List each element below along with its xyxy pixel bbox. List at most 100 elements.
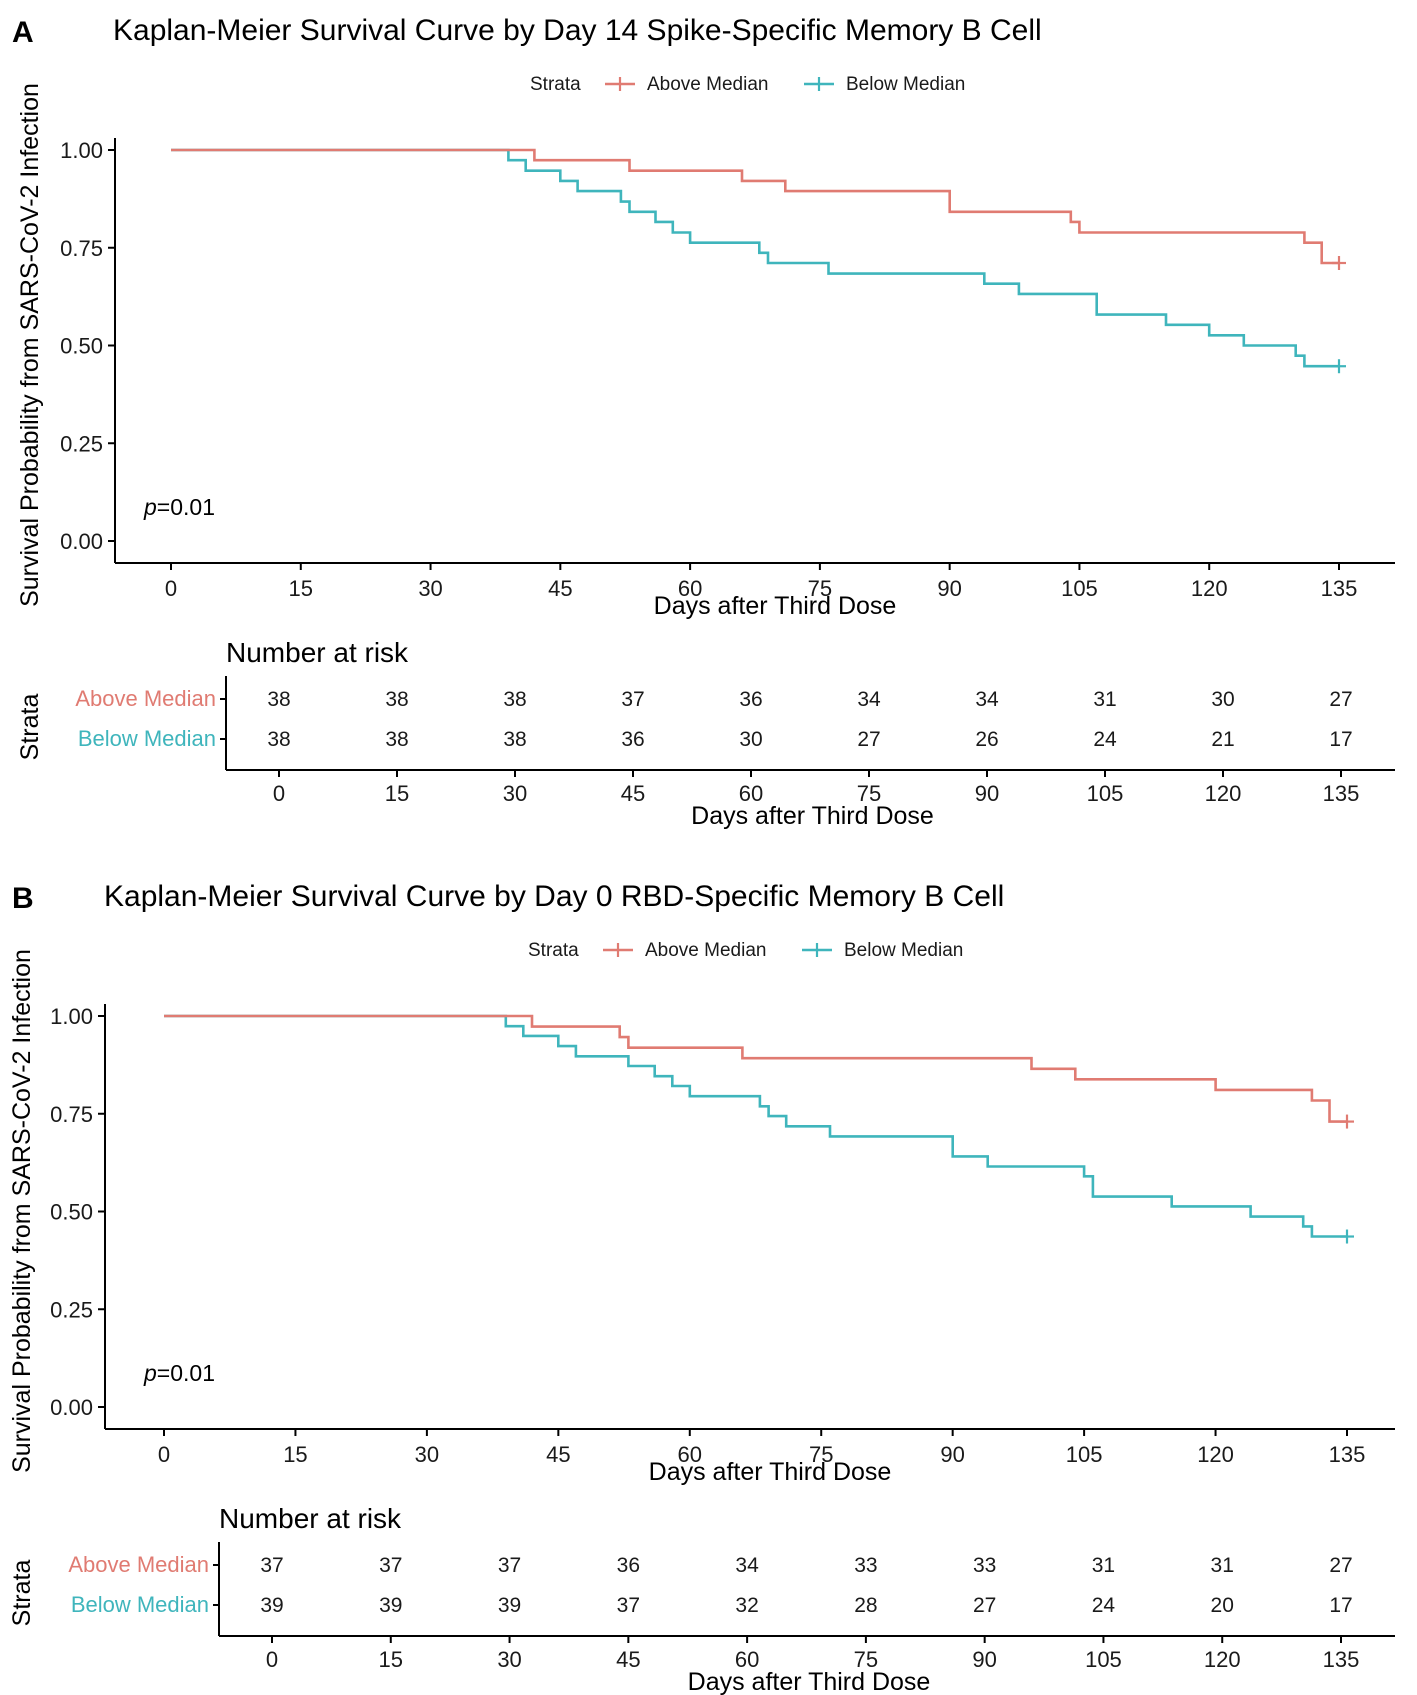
risk-x-tick-label: 15 xyxy=(385,781,409,806)
legend-label: Above Median xyxy=(645,940,766,961)
risk-x-tick-label: 90 xyxy=(975,781,999,806)
panel-b: B Kaplan-Meier Survival Curve by Day 0 RB… xyxy=(8,880,1395,1695)
x-tick-label: 90 xyxy=(937,576,961,601)
risk-count: 38 xyxy=(385,728,408,751)
p-value-symbol: p xyxy=(143,494,157,520)
risk-count: 31 xyxy=(1092,1554,1115,1577)
x-tick-label: 15 xyxy=(283,1442,307,1467)
risk-x-tick-label: 135 xyxy=(1323,1647,1360,1672)
risk-count: 24 xyxy=(1093,728,1117,751)
risk-count: 36 xyxy=(621,728,644,751)
legend-label: Below Median xyxy=(844,940,963,961)
y-tick-label: 0.50 xyxy=(60,334,103,359)
risk-count: 37 xyxy=(379,1554,402,1577)
risk-strata-label: Above Median xyxy=(75,686,216,711)
risk-count: 21 xyxy=(1211,728,1234,751)
x-tick-label: 30 xyxy=(415,1442,439,1467)
x-tick-label: 60 xyxy=(678,1442,702,1467)
risk-count: 31 xyxy=(1211,1554,1234,1577)
risk-count: 33 xyxy=(973,1554,996,1577)
legend-label: Below Median xyxy=(846,74,965,95)
risk-count: 27 xyxy=(1329,1554,1352,1577)
risk-count: 39 xyxy=(498,1594,521,1617)
p-value-number: =0.01 xyxy=(157,494,215,520)
x-tick-label: 15 xyxy=(289,576,313,601)
x-tick-label: 0 xyxy=(165,576,177,601)
x-tick-label: 105 xyxy=(1066,1442,1103,1467)
risk-count: 27 xyxy=(973,1594,996,1617)
legend-title: Strata xyxy=(530,74,581,95)
x-axis-title: Days after Third Dose xyxy=(649,1458,892,1486)
risk-x-tick-label: 0 xyxy=(266,1647,278,1672)
panel-label: A xyxy=(12,16,34,49)
risk-count: 33 xyxy=(854,1554,877,1577)
risk-x-tick-label: 105 xyxy=(1087,781,1124,806)
y-tick-label: 0.50 xyxy=(50,1200,93,1225)
x-tick-label: 0 xyxy=(158,1442,170,1467)
legend-label: Above Median xyxy=(647,74,768,95)
x-tick-label: 120 xyxy=(1191,576,1228,601)
risk-x-tick-label: 60 xyxy=(735,1647,759,1672)
risk-x-axis-title: Days after Third Dose xyxy=(691,802,934,830)
risk-count: 17 xyxy=(1329,1594,1352,1617)
risk-x-tick-label: 30 xyxy=(497,1647,521,1672)
risk-count: 30 xyxy=(1211,688,1234,711)
risk-count: 37 xyxy=(621,688,644,711)
chart-title: Kaplan-Meier Survival Curve by Day 14 Sp… xyxy=(113,14,1042,47)
p-value-symbol: p xyxy=(143,1360,157,1386)
risk-count: 30 xyxy=(739,728,762,751)
y-axis-title: Survival Probability from SARS-CoV-2 Inf… xyxy=(8,949,36,1473)
legend-title: Strata xyxy=(528,940,579,961)
risk-count: 26 xyxy=(975,728,998,751)
risk-x-tick-label: 75 xyxy=(857,781,881,806)
risk-strata-label: Above Median xyxy=(68,1552,209,1577)
survival-curve-below xyxy=(171,148,1339,368)
risk-table-title: Number at risk xyxy=(226,637,409,668)
p-value: p=0.01 xyxy=(143,1360,215,1386)
p-value: p=0.01 xyxy=(143,494,215,520)
y-tick-label: 0.75 xyxy=(60,236,103,261)
x-tick-label: 60 xyxy=(678,576,702,601)
y-tick-label: 0.25 xyxy=(60,431,103,456)
risk-count: 28 xyxy=(854,1594,877,1617)
risk-count: 34 xyxy=(975,688,999,711)
risk-x-tick-label: 60 xyxy=(739,781,763,806)
risk-x-tick-label: 120 xyxy=(1204,1647,1241,1672)
panel-label: B xyxy=(12,882,34,915)
x-tick-label: 120 xyxy=(1197,1442,1234,1467)
risk-count: 27 xyxy=(857,728,880,751)
risk-count: 17 xyxy=(1329,728,1352,751)
x-tick-label: 45 xyxy=(548,576,572,601)
risk-count: 36 xyxy=(739,688,762,711)
panel-a: A Kaplan-Meier Survival Curve by Day 14 S… xyxy=(12,14,1395,830)
legend-entry: Below Median xyxy=(802,940,963,961)
risk-count: 39 xyxy=(260,1594,283,1617)
x-tick-label: 30 xyxy=(418,576,442,601)
survival-curve-above xyxy=(164,1014,1347,1123)
y-tick-label: 0.00 xyxy=(50,1395,93,1420)
risk-x-tick-label: 135 xyxy=(1323,781,1360,806)
y-axis-title: Survival Probability from SARS-CoV-2 Inf… xyxy=(16,83,44,607)
risk-strata-label: Below Median xyxy=(78,726,216,751)
risk-count: 37 xyxy=(260,1554,283,1577)
x-tick-label: 135 xyxy=(1321,576,1358,601)
risk-x-tick-label: 75 xyxy=(854,1647,878,1672)
x-axis-title: Days after Third Dose xyxy=(654,592,897,620)
x-tick-label: 75 xyxy=(808,576,832,601)
risk-x-axis-title: Days after Third Dose xyxy=(688,1668,931,1695)
y-tick-label: 1.00 xyxy=(50,1004,93,1029)
chart-title: Kaplan-Meier Survival Curve by Day 0 RBD… xyxy=(104,880,1004,913)
y-tick-label: 0.75 xyxy=(50,1102,93,1127)
x-tick-label: 135 xyxy=(1329,1442,1366,1467)
risk-x-tick-label: 30 xyxy=(503,781,527,806)
risk-count: 34 xyxy=(857,688,881,711)
risk-count: 24 xyxy=(1092,1594,1116,1617)
risk-count: 37 xyxy=(617,1594,640,1617)
risk-count: 31 xyxy=(1093,688,1116,711)
risk-count: 38 xyxy=(267,688,290,711)
risk-strata-axis-title: Strata xyxy=(16,694,44,761)
legend-entry: Below Median xyxy=(804,74,965,95)
legend-entry: Above Median xyxy=(603,940,766,961)
legend-entry: Above Median xyxy=(605,74,768,95)
